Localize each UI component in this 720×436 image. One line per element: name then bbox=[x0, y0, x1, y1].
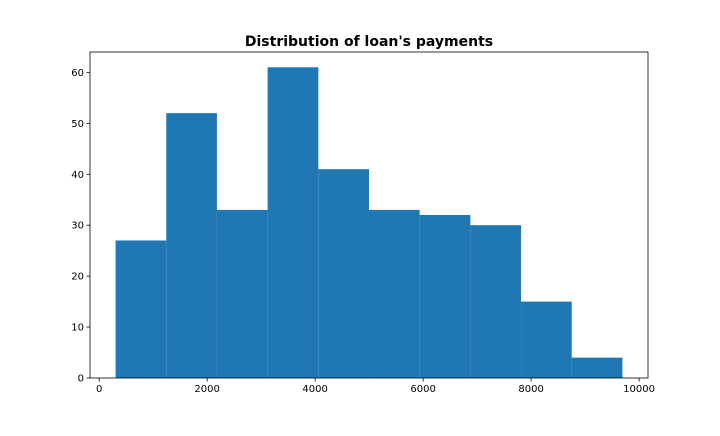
histogram-bar-5 bbox=[318, 169, 370, 378]
y-tick-label: 40 bbox=[71, 170, 84, 181]
x-tick-label: 4000 bbox=[302, 384, 327, 395]
histogram-bar-7 bbox=[419, 215, 471, 378]
histogram-bar-6 bbox=[369, 209, 420, 378]
bars-layer bbox=[115, 67, 623, 378]
y-tick-label: 60 bbox=[71, 68, 84, 79]
histogram-bar-9 bbox=[521, 301, 572, 378]
y-tick-label: 50 bbox=[71, 119, 84, 130]
x-tick-label: 2000 bbox=[194, 384, 219, 395]
chart-title: Distribution of loan's payments bbox=[245, 34, 493, 50]
histogram-bar-3 bbox=[216, 209, 268, 378]
axes-layer: 0 2000 4000 6000 8000 10000 0 10 20 30 40 50 60 bbox=[71, 51, 655, 395]
histogram-bar-4 bbox=[267, 67, 319, 378]
y-tick-label: 30 bbox=[71, 221, 84, 232]
y-tick-label: 20 bbox=[71, 272, 84, 283]
x-tick-label: 10000 bbox=[623, 384, 655, 395]
x-tick-label: 6000 bbox=[410, 384, 435, 395]
x-tick-label: 8000 bbox=[518, 384, 543, 395]
histogram-bar-8 bbox=[470, 225, 522, 378]
histogram-bar-1 bbox=[115, 240, 167, 378]
x-tick-label: 0 bbox=[96, 384, 102, 395]
histogram-bar-10 bbox=[571, 357, 623, 378]
y-tick-label: 0 bbox=[78, 374, 84, 385]
plot-frame bbox=[89, 51, 649, 379]
y-tick-label: 10 bbox=[71, 323, 84, 334]
histogram-bar-2 bbox=[166, 113, 217, 378]
